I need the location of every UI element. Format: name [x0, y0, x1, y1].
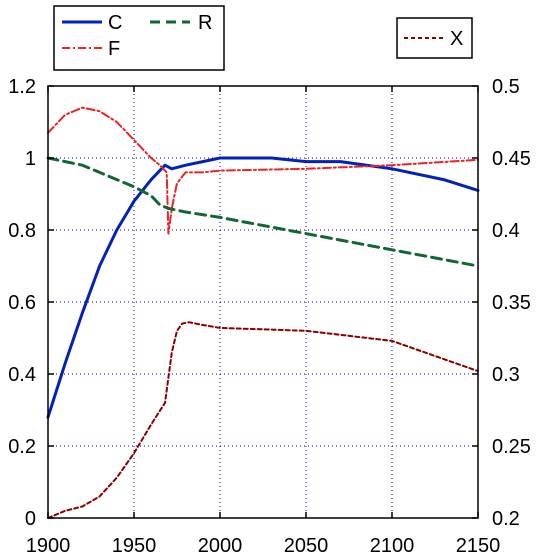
y-left-tick-label: 0.6	[8, 292, 36, 314]
y-left-tick-label: 0.2	[8, 436, 36, 458]
series-line-c	[46, 156, 480, 419]
y-right-tick-label: 0.45	[492, 148, 531, 170]
x-tick-label: 2100	[370, 535, 415, 557]
legend-label-c: C	[108, 12, 122, 34]
y-right-tick-label: 0.4	[492, 220, 520, 242]
y-left-tick-label: 0.4	[8, 364, 36, 386]
legend-label-f: F	[108, 38, 120, 60]
legend-box-right: X	[396, 17, 473, 59]
x-tick-label: 2150	[456, 535, 501, 557]
legend-label-x: X	[450, 28, 463, 50]
x-tick-label: 1950	[112, 535, 157, 557]
axis-ticks: 1900 1950 2000 2050 2100 2150 0 0.2 0.4 0.6 0.8 1 1.…	[8, 76, 531, 557]
y-left-tick-label: 0	[25, 508, 36, 530]
series-line-r	[46, 156, 480, 268]
y-left-tick-label: 1	[25, 148, 36, 170]
legend-box-left: C F R	[53, 5, 225, 71]
y-left-tick-label: 0.8	[8, 220, 36, 242]
y-right-tick-label: 0.5	[492, 76, 520, 98]
y-right-tick-label: 0.35	[492, 292, 531, 314]
legend-label-r: R	[198, 12, 212, 34]
series-line-f	[47, 106, 479, 235]
x-tick-label: 2000	[198, 535, 243, 557]
y-right-tick-label: 0.3	[492, 364, 520, 386]
y-right-tick-label: 0.25	[492, 436, 531, 458]
series-line-x	[47, 321, 479, 519]
x-tick-label: 2050	[284, 535, 329, 557]
y-right-tick-label: 0.2	[492, 508, 520, 530]
x-tick-label: 1900	[26, 535, 71, 557]
y-left-tick-label: 1.2	[8, 76, 36, 98]
series-layer	[46, 106, 480, 519]
